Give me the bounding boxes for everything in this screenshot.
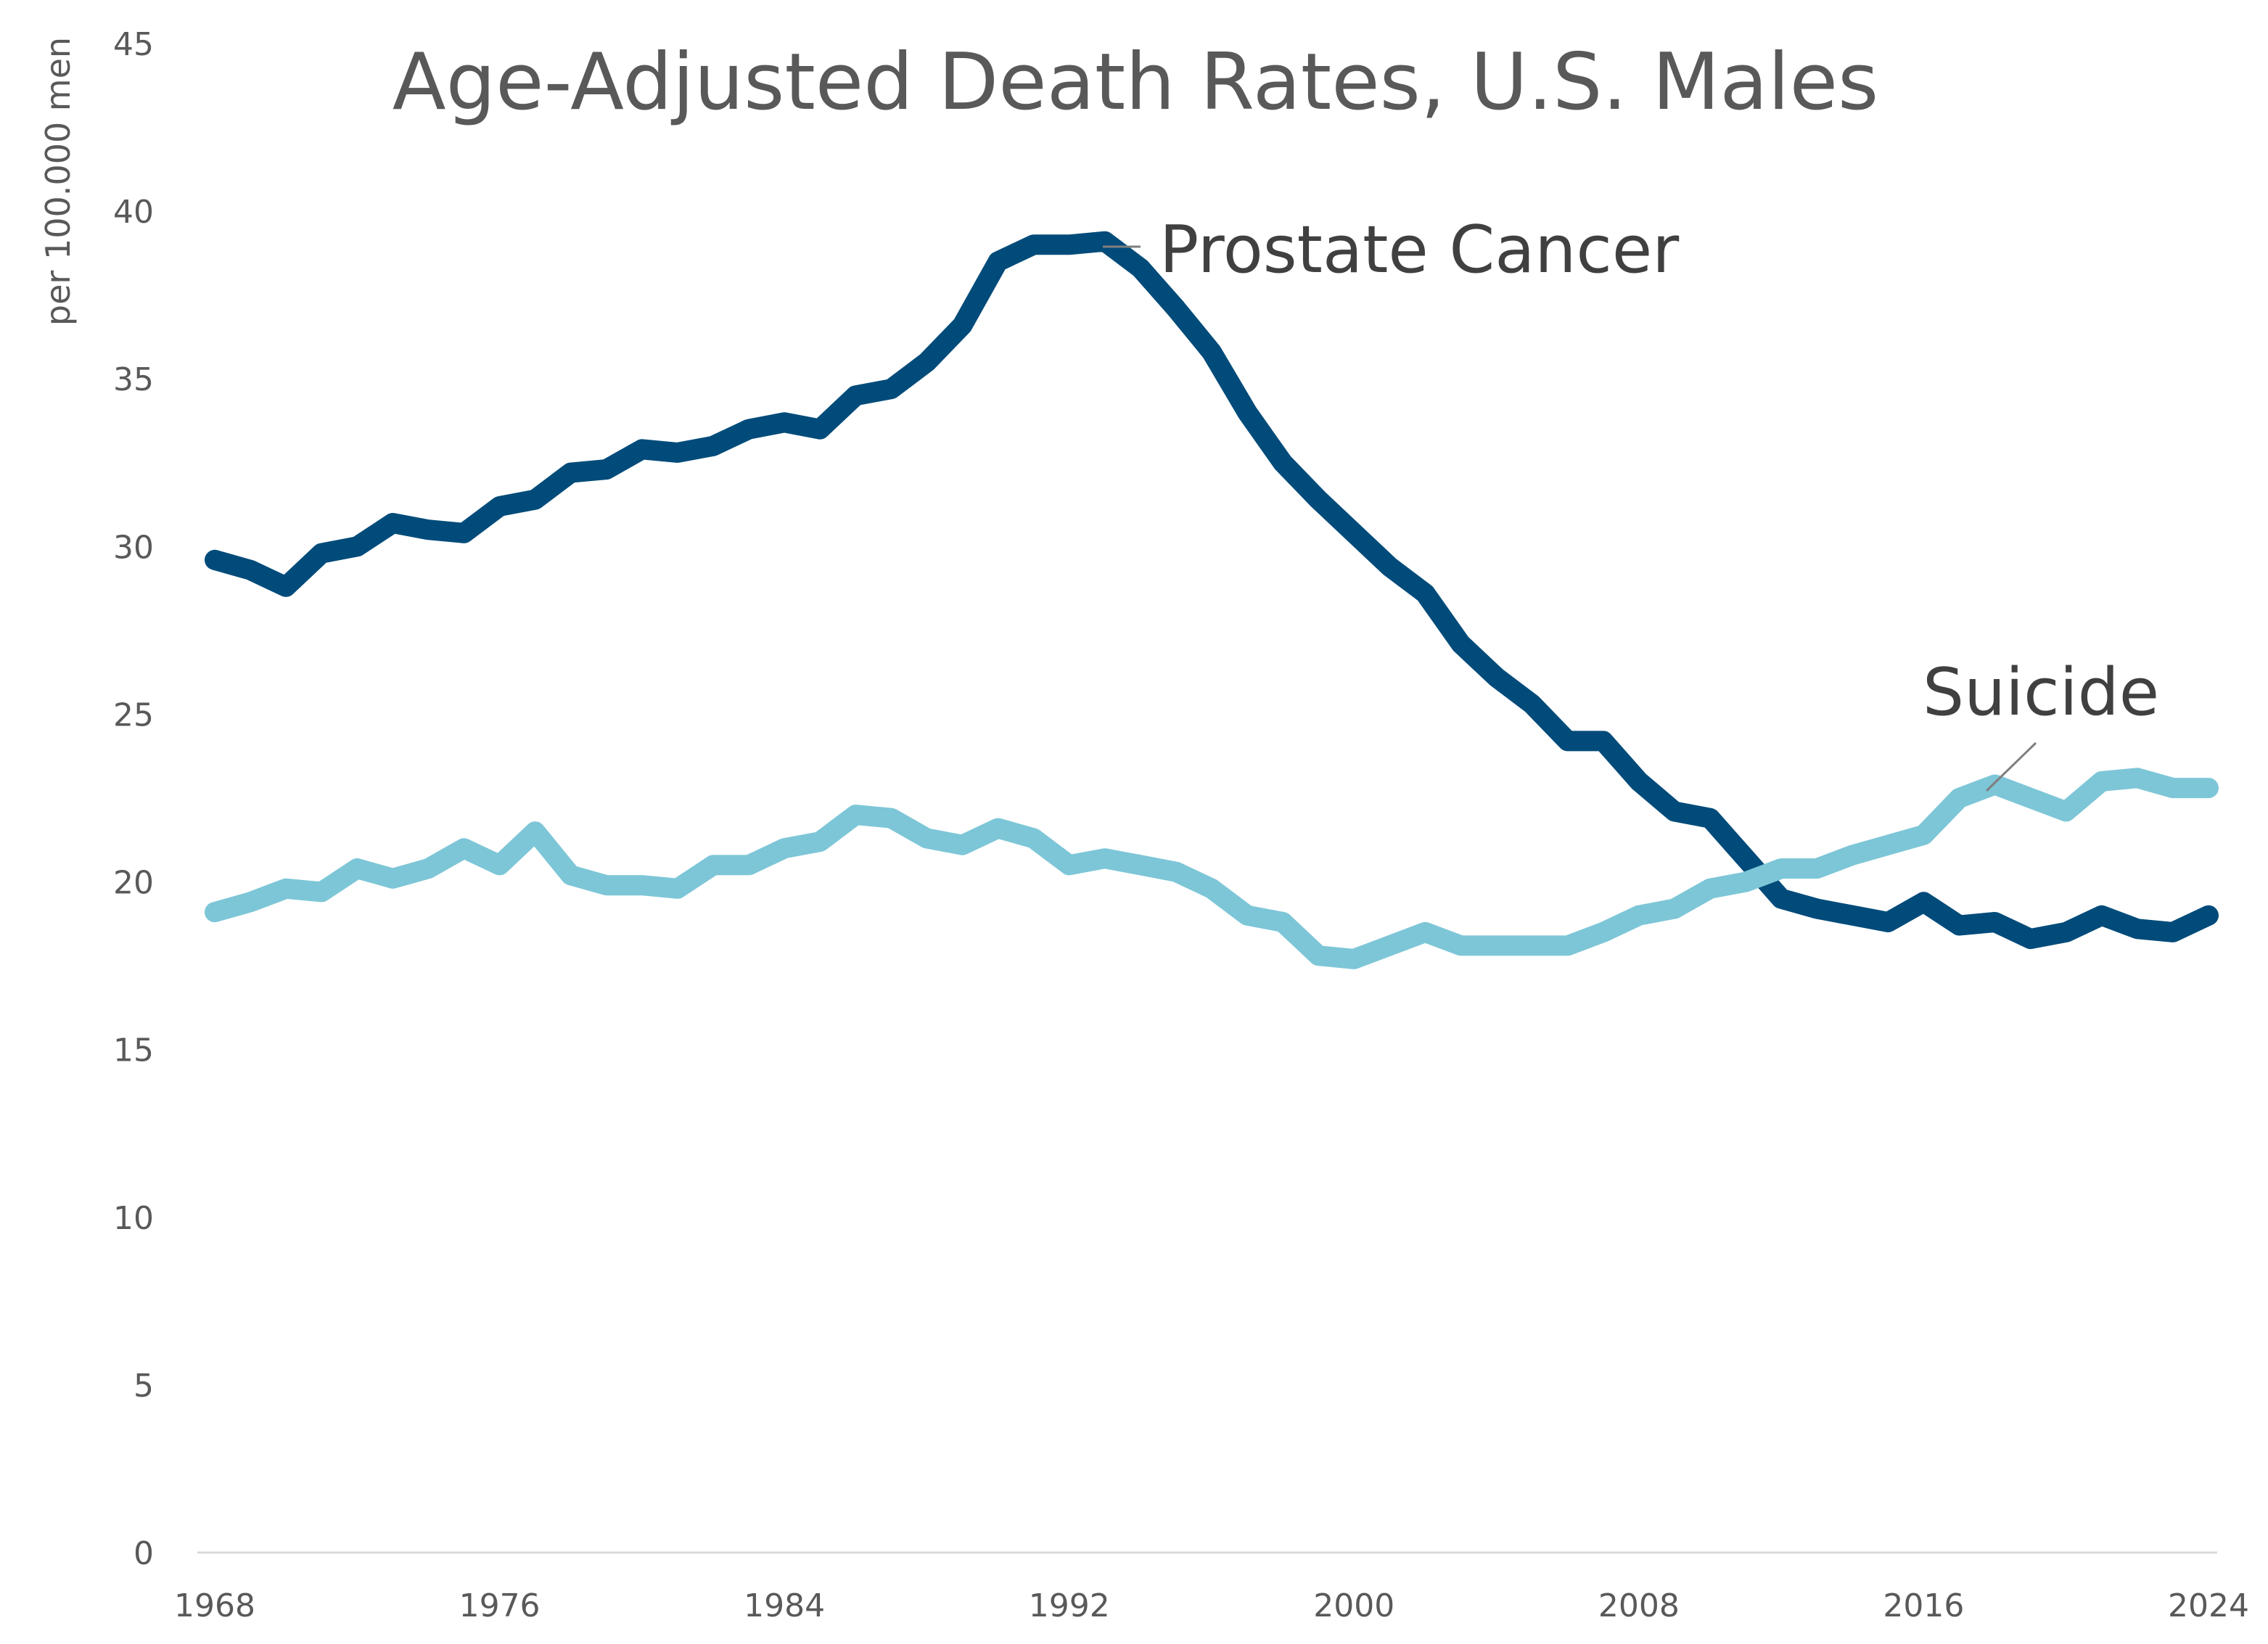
x-tick-label: 1968 [174,1587,255,1624]
series-label-suicide: Suicide [1923,654,2159,731]
y-axis-label: per 100.000 men [38,37,78,326]
series-line-suicide [205,768,2219,969]
x-tick-label: 1992 [1029,1587,1110,1624]
x-tick-label: 2024 [2168,1587,2249,1624]
y-tick-label: 30 [113,529,154,566]
x-tick-label: 2016 [1883,1587,1964,1624]
x-tick-label: 1976 [459,1587,541,1624]
series-label-prostate-cancer: Prostate Cancer [1159,212,1679,288]
x-tick-label: 2000 [1313,1587,1394,1624]
x-tick-label: 2008 [1598,1587,1680,1624]
y-tick-label: 40 [113,194,154,231]
y-tick-label: 0 [133,1535,154,1572]
series-lines [205,231,2219,969]
y-tick-label: 20 [113,865,154,902]
y-tick-label: 25 [113,696,154,733]
y-tick-label: 35 [113,361,154,398]
y-tick-label: 15 [113,1032,154,1069]
y-tick-label: 5 [133,1368,154,1405]
series-line-prostate-cancer [205,231,2219,950]
y-tick-label: 45 [113,26,154,63]
chart-title: Age-Adjusted Death Rates, U.S. Males [393,37,1879,128]
x-tick-label: 1984 [744,1587,825,1624]
x-axis: 1968 1976 1984 1992 2000 2008 2016 2024 [174,1587,2249,1624]
suicide-leader-line [1985,741,2037,792]
y-axis: 0 5 10 15 20 25 30 35 40 45 [113,26,154,1572]
y-tick-label: 10 [113,1200,154,1237]
